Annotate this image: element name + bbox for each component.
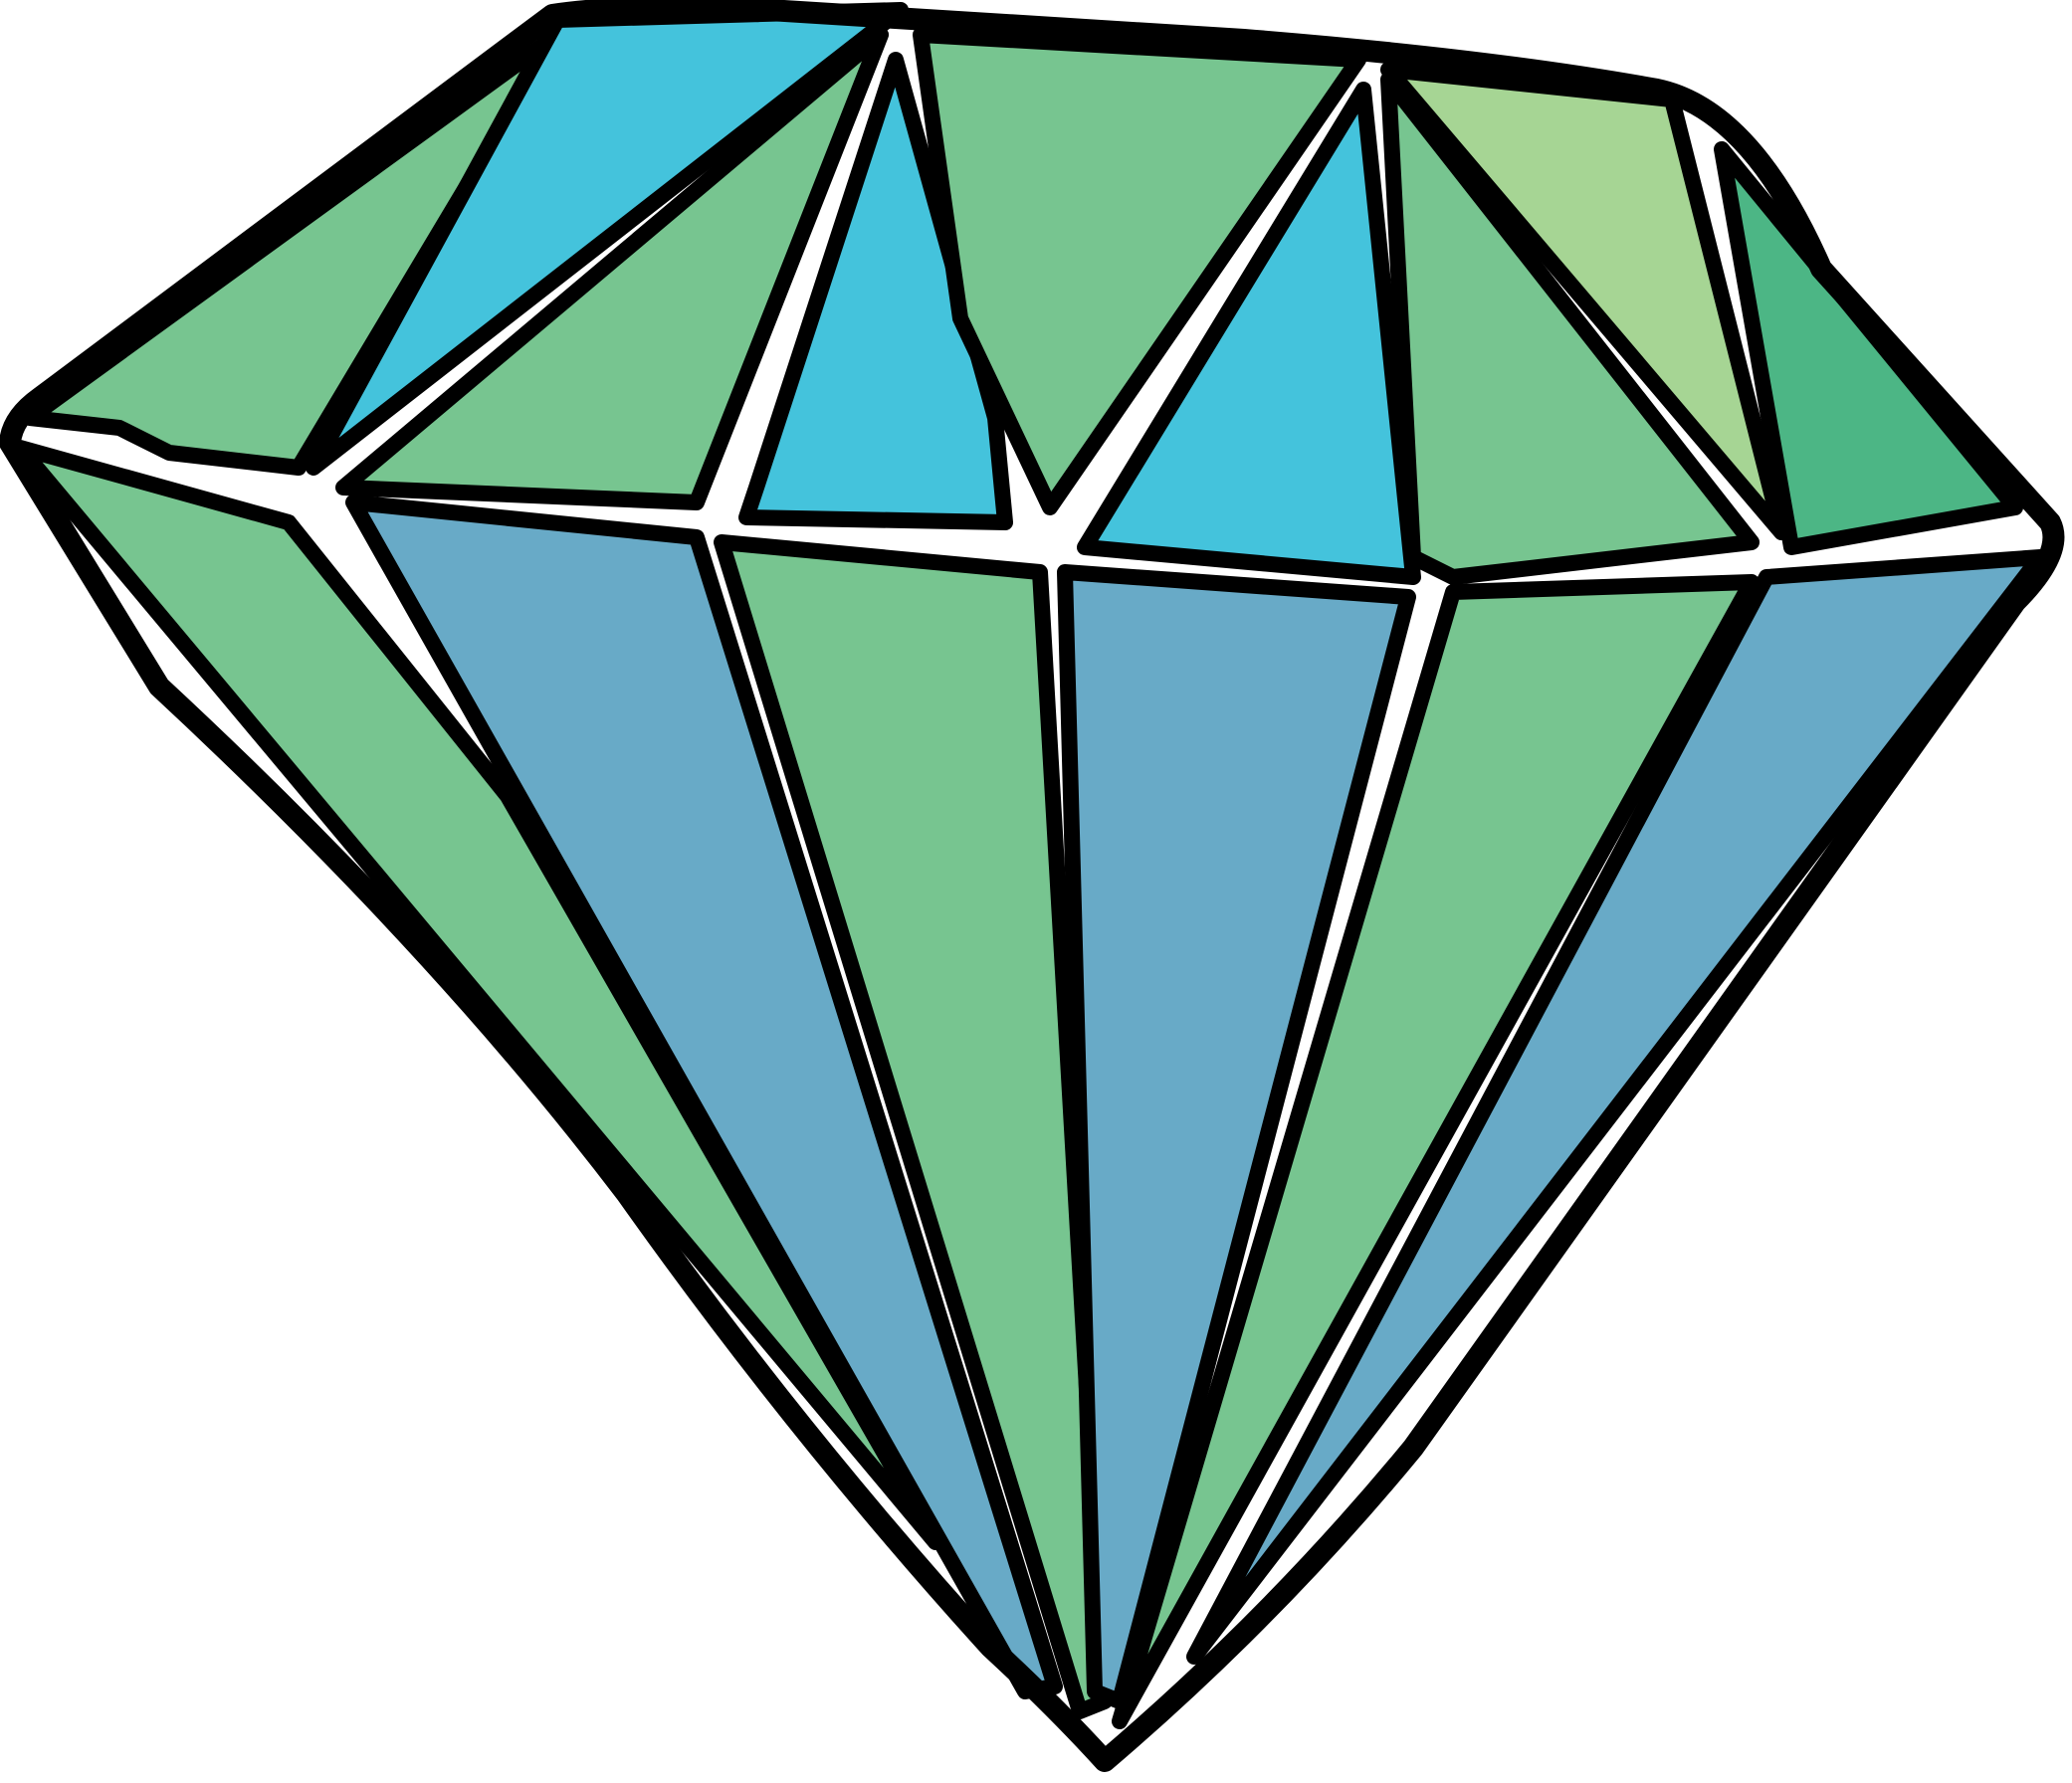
pavilion-facet-far-left [12, 440, 943, 1550]
crown-facet-far-left [22, 27, 565, 476]
pavilion-facet-right-blue [1186, 549, 2048, 1665]
pavilion-facet-left-blue [345, 495, 1063, 1699]
crown-facet-right-cyan [1077, 82, 1421, 585]
crown-facets [22, 2, 2023, 585]
pavilion-facet-right-center [1112, 574, 1760, 1729]
pavilion-facets [12, 440, 2048, 1729]
crown-facet-top-center [913, 27, 1366, 515]
crown-facet-right-light [1380, 62, 1789, 540]
crown-facet-left-center [335, 27, 889, 510]
crown-facet-right [1380, 72, 1760, 585]
